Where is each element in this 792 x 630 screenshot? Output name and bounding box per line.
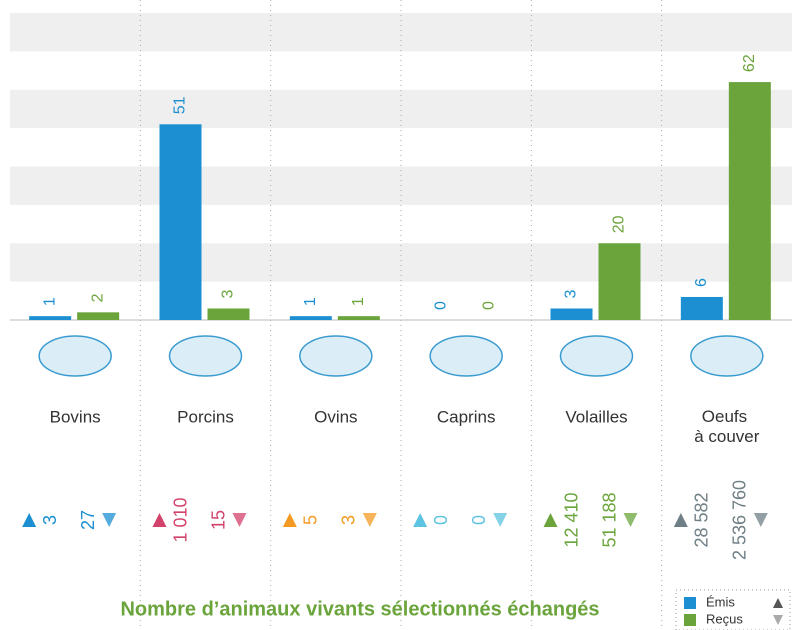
legend-swatch (684, 597, 696, 609)
value-label: 2 (89, 293, 106, 302)
animal-icon (561, 336, 633, 376)
category-label: Ovins (314, 407, 357, 426)
sent-arrow (674, 513, 688, 527)
chart: 1 2 Bovins 3 27 51 3 Porcins 1 010 15 1 1 Ovins 5 3 0 0 C… (0, 0, 792, 630)
exchange-count: 12 410 (561, 492, 581, 547)
bar (338, 316, 380, 320)
exchange-count: 1 010 (170, 497, 190, 542)
received-arrow (754, 513, 768, 527)
legend-label: Émis (706, 594, 735, 609)
value-label: 0 (432, 301, 449, 310)
exchange-count: 15 (208, 510, 228, 530)
exchange-count: 51 188 (599, 492, 619, 547)
value-label: 1 (302, 297, 319, 306)
exchange-count: 5 (301, 515, 321, 525)
bar (77, 312, 119, 320)
animal-icon (691, 336, 763, 376)
value-label: 1 (41, 297, 58, 306)
legend-swatch (684, 614, 696, 626)
bar (599, 243, 641, 320)
value-label: 3 (220, 289, 237, 298)
legend-arrow (773, 598, 783, 608)
chart-title: Nombre d’animaux vivants sélectionnés éc… (120, 598, 599, 620)
value-label: 3 (563, 289, 580, 298)
value-label: 0 (480, 301, 497, 310)
exchange-count: 2 536 760 (730, 480, 750, 560)
bar (160, 124, 202, 320)
exchange-count: 3 (339, 515, 359, 525)
sent-arrow (283, 513, 297, 527)
sent-arrow (22, 513, 36, 527)
animal-icon (170, 336, 242, 376)
animal-icon (430, 336, 502, 376)
value-label: 20 (611, 215, 628, 233)
exchange-count: 0 (431, 515, 451, 525)
exchange-count: 28 582 (692, 492, 712, 547)
bar (208, 308, 250, 320)
exchange-count: 27 (78, 510, 98, 530)
value-label: 51 (172, 96, 189, 114)
animal-icon (39, 336, 111, 376)
sent-arrow (153, 513, 167, 527)
sent-arrow (413, 513, 427, 527)
sent-arrow (544, 513, 558, 527)
received-arrow (233, 513, 247, 527)
animal-icon (300, 336, 372, 376)
exchange-count: 3 (40, 515, 60, 525)
exchange-count: 0 (469, 515, 489, 525)
category-label: Caprins (437, 407, 496, 426)
value-label: 62 (741, 54, 758, 72)
value-label: 1 (350, 297, 367, 306)
bar (29, 316, 71, 320)
bar (290, 316, 332, 320)
bar (551, 308, 593, 320)
bar (729, 82, 771, 320)
category-label: Oeufs à couver (694, 407, 760, 446)
bar (681, 297, 723, 320)
legend-arrow (773, 615, 783, 625)
category-label: Porcins (177, 407, 234, 426)
category-label: Volailles (565, 407, 627, 426)
received-arrow (493, 513, 507, 527)
value-label: 6 (693, 278, 710, 287)
legend-label: Reçus (706, 611, 743, 626)
received-arrow (363, 513, 377, 527)
received-arrow (624, 513, 638, 527)
received-arrow (102, 513, 116, 527)
category-label: Bovins (50, 407, 101, 426)
